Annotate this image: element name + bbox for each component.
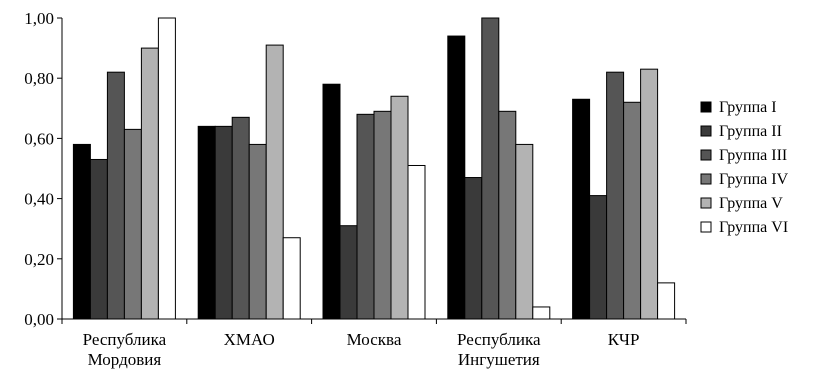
bar — [373, 110, 392, 320]
bar — [589, 195, 608, 320]
x-tick-label: Республика — [457, 330, 541, 349]
y-tick-label: 0,40 — [24, 190, 54, 209]
bar — [72, 143, 91, 320]
legend-swatch — [700, 221, 712, 233]
legend-label: Группа II — [719, 123, 782, 140]
bar — [640, 68, 659, 320]
bar — [123, 128, 142, 320]
bar — [106, 71, 125, 320]
bar — [657, 282, 676, 320]
y-tick-label: 0,20 — [24, 250, 54, 269]
legend-label: Группа I — [719, 99, 777, 116]
bar — [265, 44, 284, 320]
legend-swatch — [700, 173, 712, 185]
y-tick-label: 0,00 — [24, 310, 54, 329]
bar — [464, 177, 483, 320]
bar — [140, 47, 159, 320]
bars — [72, 17, 676, 320]
legend-swatch — [700, 125, 712, 137]
legend-label: Группа V — [719, 195, 783, 212]
y-tick-label: 0,60 — [24, 129, 54, 148]
bar — [89, 158, 108, 320]
x-tick-label: Ингушетия — [458, 350, 540, 369]
bar — [248, 143, 267, 320]
bar — [606, 71, 625, 320]
legend: Группа I Группа II Группа III Группа IV Груп… — [700, 99, 789, 236]
bar — [322, 83, 341, 320]
x-tick-label: КЧР — [608, 330, 640, 349]
legend-label: Группа IV — [719, 171, 789, 188]
bar — [214, 125, 233, 320]
bar — [282, 237, 301, 320]
bar — [515, 143, 534, 320]
bar — [572, 98, 591, 320]
bar — [157, 17, 176, 320]
x-tick-label: ХМАО — [224, 330, 275, 349]
y-tick-label: 1,00 — [24, 9, 54, 28]
y-tick-label: 0,80 — [24, 69, 54, 88]
x-tick-label: Республика — [83, 330, 167, 349]
bar — [532, 306, 551, 320]
bar — [447, 35, 466, 320]
bar — [623, 101, 642, 320]
bar — [481, 17, 500, 320]
bar — [197, 125, 216, 320]
axis-labels: 0,000,200,400,600,801,00РеспубликаМордов… — [24, 9, 639, 369]
bar — [339, 225, 358, 320]
bar — [407, 164, 426, 320]
legend-swatch — [700, 149, 712, 161]
bar — [356, 113, 375, 320]
bar — [498, 110, 517, 320]
legend-swatch — [700, 101, 712, 113]
x-tick-label: Мордовия — [88, 350, 162, 369]
legend-label: Группа VI — [719, 219, 788, 236]
legend-label: Группа III — [719, 147, 787, 164]
x-tick-label: Москва — [347, 330, 402, 349]
legend-swatch — [700, 197, 712, 209]
bar — [231, 116, 250, 320]
bar — [390, 95, 409, 320]
